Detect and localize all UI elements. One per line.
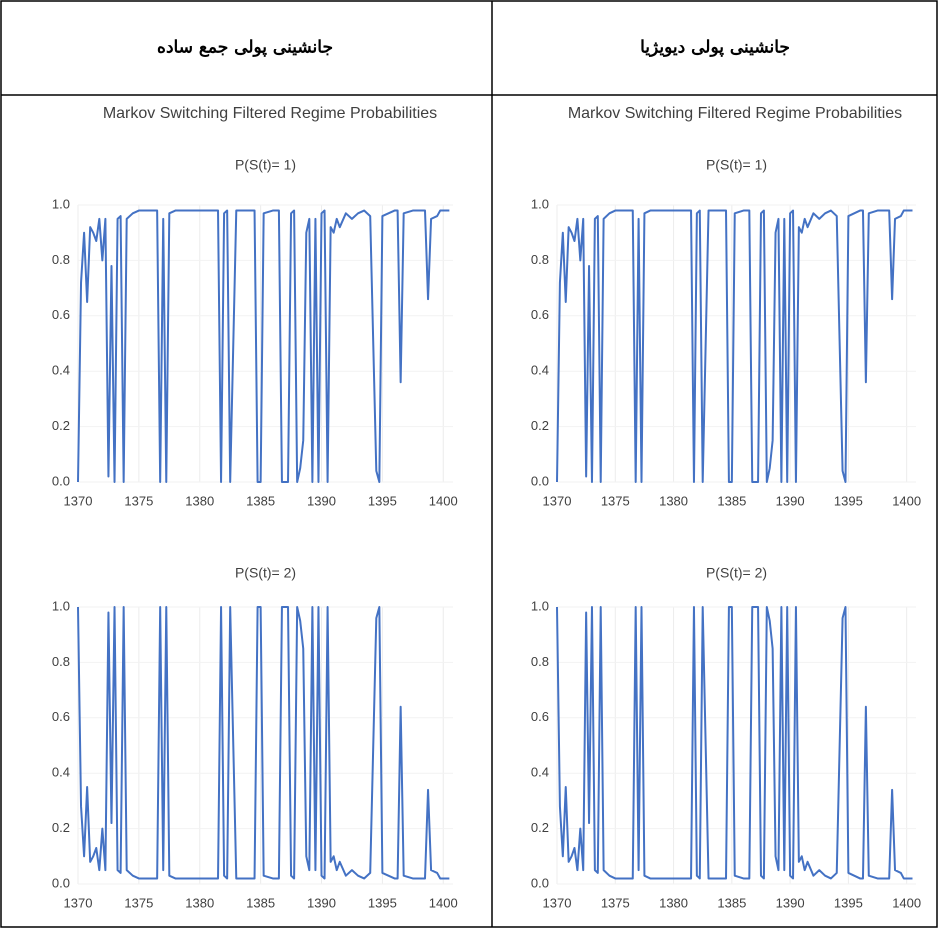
chart-subtitle: P(S(t)= 2)	[235, 565, 296, 581]
cell-title: Markov Switching Filtered Regime Probabi…	[568, 105, 902, 122]
x-tick-label: 1370	[64, 895, 93, 910]
series-line	[557, 211, 913, 482]
x-tick-label: 1375	[601, 895, 630, 910]
y-tick-label: 0.8	[52, 252, 70, 267]
x-tick-label: 1390	[776, 895, 805, 910]
x-tick-label: 1395	[834, 895, 863, 910]
page: جانشینی پولی جمع ساده جانشینی پولی دیویژ…	[0, 0, 938, 928]
x-tick-label: 1380	[659, 493, 688, 508]
x-tick-label: 1370	[543, 895, 572, 910]
y-tick-label: 1.0	[52, 196, 70, 211]
x-tick-label: 1390	[776, 493, 805, 508]
y-tick-label: 0.4	[531, 765, 549, 780]
y-tick-label: 0.4	[52, 363, 70, 378]
y-tick-label: 0.0	[52, 875, 70, 890]
x-tick-label: 1400	[892, 895, 921, 910]
cell-title: Markov Switching Filtered Regime Probabi…	[103, 105, 437, 122]
y-tick-label: 0.6	[52, 709, 70, 724]
x-tick-label: 1390	[307, 895, 336, 910]
x-tick-label: 1375	[601, 493, 630, 508]
chart-subtitle: P(S(t)= 1)	[706, 157, 767, 173]
y-tick-label: 0.8	[531, 252, 549, 267]
y-tick-label: 0.4	[531, 363, 549, 378]
y-tick-label: 0.2	[52, 418, 70, 433]
y-tick-label: 0.2	[531, 418, 549, 433]
x-tick-label: 1370	[64, 493, 93, 508]
y-tick-label: 0.2	[531, 820, 549, 835]
y-tick-label: 0.6	[52, 307, 70, 322]
header-cell: جانشینی پولی جمع ساده	[157, 38, 333, 58]
series-line	[557, 607, 913, 878]
y-tick-label: 0.2	[52, 820, 70, 835]
y-tick-label: 0.8	[52, 654, 70, 669]
x-tick-label: 1385	[717, 493, 746, 508]
x-tick-label: 1400	[429, 895, 458, 910]
y-tick-label: 1.0	[52, 598, 70, 613]
x-tick-label: 1380	[185, 895, 214, 910]
y-tick-label: 0.4	[52, 765, 70, 780]
y-tick-label: 0.0	[52, 473, 70, 488]
x-tick-label: 1385	[717, 895, 746, 910]
x-tick-label: 1400	[892, 493, 921, 508]
x-tick-label: 1370	[543, 493, 572, 508]
x-tick-label: 1395	[834, 493, 863, 508]
y-tick-label: 1.0	[531, 598, 549, 613]
x-tick-label: 1385	[246, 493, 275, 508]
y-tick-label: 0.0	[531, 875, 549, 890]
x-tick-label: 1390	[307, 493, 336, 508]
chart-subtitle: P(S(t)= 1)	[235, 157, 296, 173]
x-tick-label: 1380	[659, 895, 688, 910]
series-line	[78, 607, 449, 878]
y-tick-label: 0.6	[531, 709, 549, 724]
y-tick-label: 0.8	[531, 654, 549, 669]
x-tick-label: 1400	[429, 493, 458, 508]
y-tick-label: 0.6	[531, 307, 549, 322]
y-tick-label: 0.0	[531, 473, 549, 488]
chart-subtitle: P(S(t)= 2)	[706, 565, 767, 581]
x-tick-label: 1385	[246, 895, 275, 910]
x-tick-label: 1380	[185, 493, 214, 508]
x-tick-label: 1375	[124, 493, 153, 508]
x-tick-label: 1375	[124, 895, 153, 910]
header-cell: جانشینی پولی دیویژیا	[640, 38, 790, 58]
y-tick-label: 1.0	[531, 196, 549, 211]
x-tick-label: 1395	[368, 895, 397, 910]
series-line	[78, 211, 449, 482]
x-tick-label: 1395	[368, 493, 397, 508]
